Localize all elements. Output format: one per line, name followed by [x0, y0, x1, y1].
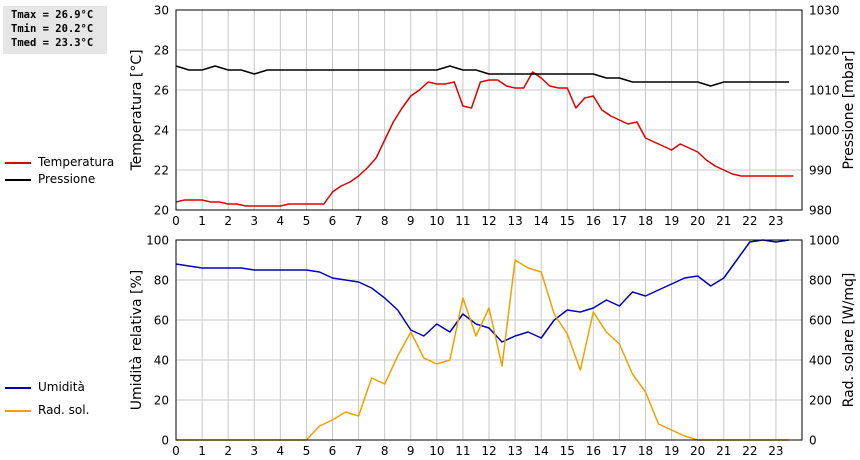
- bottom-ylabel-left: Umidità relativa [%]: [129, 270, 145, 411]
- bottom-ytick-left-40: 40: [154, 354, 169, 368]
- top-xtick-16: 16: [586, 214, 601, 228]
- top-ytick-left-20: 20: [154, 204, 169, 218]
- bottom-xtick-15: 15: [560, 444, 575, 458]
- top-ytick-right-1030: 1030: [809, 4, 840, 18]
- top-xtick-13: 13: [507, 214, 522, 228]
- top-xtick-1: 1: [198, 214, 206, 228]
- legend-label-pressure: Pressione: [38, 172, 96, 186]
- top-xtick-12: 12: [481, 214, 496, 228]
- bottom-xtick-19: 19: [664, 444, 679, 458]
- top-xtick-22: 22: [742, 214, 757, 228]
- stat-tmed: Tmed = 23.3°C: [11, 37, 94, 49]
- bottom-ytick-right-600: 600: [809, 314, 832, 328]
- top-ytick-left-24: 24: [154, 124, 169, 138]
- bottom-xtick-14: 14: [534, 444, 549, 458]
- bottom-xtick-9: 9: [407, 444, 415, 458]
- top-ytick-right-980: 980: [809, 204, 832, 218]
- bottom-xtick-10: 10: [429, 444, 444, 458]
- bottom-xtick-22: 22: [742, 444, 757, 458]
- bottom-xtick-4: 4: [277, 444, 285, 458]
- stat-tmin: Tmin = 20.2°C: [11, 23, 94, 35]
- bottom-xtick-8: 8: [381, 444, 389, 458]
- bottom-xtick-7: 7: [355, 444, 363, 458]
- bottom-ytick-left-0: 0: [161, 434, 169, 448]
- top-xtick-7: 7: [355, 214, 363, 228]
- bottom-xtick-12: 12: [481, 444, 496, 458]
- top-ytick-left-26: 26: [154, 84, 169, 98]
- bottom-xtick-6: 6: [329, 444, 337, 458]
- top-series-line-pressure: [175, 65, 789, 87]
- top-xtick-4: 4: [277, 214, 285, 228]
- bottom-ytick-right-800: 800: [809, 274, 832, 288]
- legend-label-temperature: Temperatura: [38, 155, 115, 169]
- top-ylabel-right: Pressione [mbar]: [841, 50, 857, 169]
- top-series-line-temperature: [175, 71, 794, 207]
- bottom-xtick-21: 21: [716, 444, 731, 458]
- top-xtick-11: 11: [455, 214, 470, 228]
- bottom-xtick-3: 3: [250, 444, 258, 458]
- top-xtick-0: 0: [172, 214, 180, 228]
- bottom-xtick-13: 13: [507, 444, 522, 458]
- bottom-plot-frame: [175, 239, 803, 441]
- top-xtick-8: 8: [381, 214, 389, 228]
- stats-box: Tmax = 26.9°C Tmin = 20.2°C Tmed = 23.3°…: [3, 6, 107, 54]
- top-xtick-21: 21: [716, 214, 731, 228]
- top-xtick-14: 14: [534, 214, 549, 228]
- bottom-ytick-right-1000: 1000: [809, 234, 840, 248]
- bottom-ytick-right-0: 0: [809, 434, 817, 448]
- top-xtick-10: 10: [429, 214, 444, 228]
- top-ytick-right-1020: 1020: [809, 44, 840, 58]
- top-xtick-15: 15: [560, 214, 575, 228]
- bottom-xtick-1: 1: [198, 444, 206, 458]
- legend-swatch-temperature: [5, 162, 31, 164]
- bottom-xtick-16: 16: [586, 444, 601, 458]
- stat-tmax: Tmax = 26.9°C: [11, 9, 94, 21]
- top-xtick-20: 20: [690, 214, 705, 228]
- top-ytick-left-22: 22: [154, 164, 169, 178]
- top-plot-frame: [175, 9, 803, 211]
- bottom-xtick-0: 0: [172, 444, 180, 458]
- bottom-ytick-left-100: 100: [146, 234, 169, 248]
- top-xtick-23: 23: [768, 214, 783, 228]
- bottom-ytick-left-60: 60: [154, 314, 169, 328]
- top-xtick-19: 19: [664, 214, 679, 228]
- top-ytick-right-1010: 1010: [809, 84, 840, 98]
- top-ytick-right-1000: 1000: [809, 124, 840, 138]
- top-xtick-5: 5: [303, 214, 311, 228]
- bottom-ytick-right-200: 200: [809, 394, 832, 408]
- bottom-ytick-right-400: 400: [809, 354, 832, 368]
- bottom-ytick-left-20: 20: [154, 394, 169, 408]
- bottom-xtick-11: 11: [455, 444, 470, 458]
- top-xtick-3: 3: [250, 214, 258, 228]
- legend-swatch-radiation: [5, 410, 31, 412]
- bottom-xtick-23: 23: [768, 444, 783, 458]
- bottom-ytick-left-80: 80: [154, 274, 169, 288]
- legend-label-humidity: Umidità: [38, 380, 85, 394]
- top-ytick-left-30: 30: [154, 4, 169, 18]
- top-xtick-17: 17: [612, 214, 627, 228]
- bottom-series-line-radiation: [176, 259, 789, 441]
- legend-swatch-pressure: [5, 179, 31, 181]
- top-ytick-left-28: 28: [154, 44, 169, 58]
- top-xtick-6: 6: [329, 214, 337, 228]
- top-xtick-9: 9: [407, 214, 415, 228]
- top-xtick-18: 18: [638, 214, 653, 228]
- top-xtick-2: 2: [224, 214, 232, 228]
- legend-label-radiation: Rad. sol.: [38, 403, 90, 417]
- bottom-xtick-5: 5: [303, 444, 311, 458]
- bottom-xtick-18: 18: [638, 444, 653, 458]
- bottom-xtick-2: 2: [224, 444, 232, 458]
- top-ylabel-left: Temperatura [°C]: [129, 49, 145, 171]
- bottom-ylabel-right: Rad. solare [W/mq]: [841, 273, 857, 408]
- top-ytick-right-990: 990: [809, 164, 832, 178]
- bottom-series-line-humidity: [175, 239, 790, 343]
- bottom-xtick-17: 17: [612, 444, 627, 458]
- bottom-xtick-20: 20: [690, 444, 705, 458]
- legend-swatch-humidity: [5, 387, 31, 389]
